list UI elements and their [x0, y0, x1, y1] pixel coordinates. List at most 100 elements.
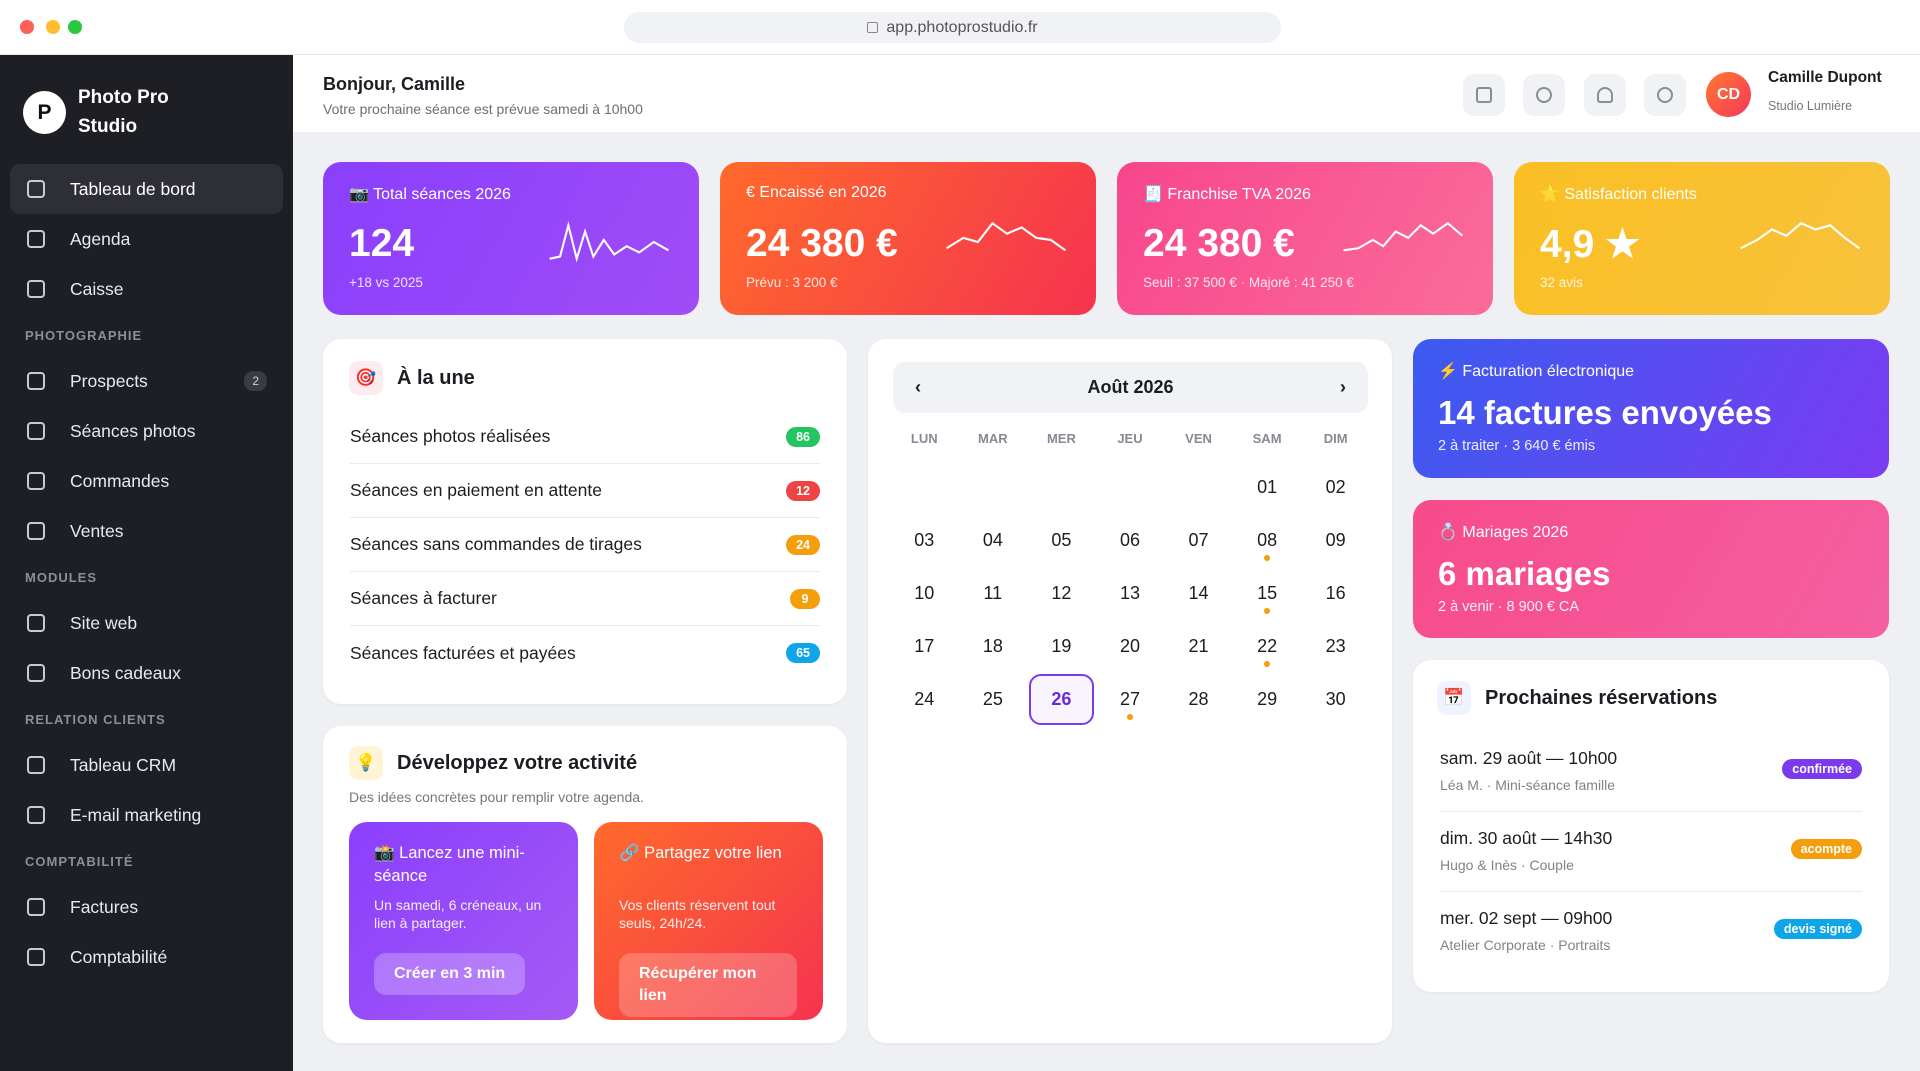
day-cell[interactable]: 25 — [959, 673, 1028, 726]
card-title: 🎯 À la une — [349, 361, 475, 395]
theme-button[interactable] — [1523, 74, 1565, 116]
booking[interactable]: mer. 02 sept — 09h00 Atelier Corporate · … — [1440, 892, 1862, 972]
day-cell[interactable]: 18 — [959, 620, 1028, 673]
nav-label: Tableau CRM — [70, 754, 177, 775]
day-cell[interactable]: 03 — [890, 514, 959, 567]
header: Bonjour, Camille Votre prochaine séance … — [293, 55, 1920, 132]
day-cell[interactable]: 15 — [1233, 567, 1302, 620]
idea-button[interactable]: Récupérer mon lien — [619, 953, 797, 1017]
camera-button[interactable] — [1463, 74, 1505, 116]
day-number: 17 — [914, 636, 935, 656]
booking[interactable]: dim. 30 août — 14h30 Hugo & Inès · Couple… — [1440, 812, 1862, 892]
nav-item[interactable]: Site web — [10, 598, 283, 648]
highlight-row[interactable]: Séances en paiement en attente 12 — [350, 464, 820, 518]
day-cell[interactable]: 29 — [1233, 673, 1302, 726]
kpi-card[interactable]: 🧾 Franchise TVA 2026 24 380 € Seuil : 37 5… — [1117, 162, 1493, 315]
url-bar[interactable]: app.photoprostudio.fr — [624, 12, 1281, 43]
day-cell[interactable]: 12 — [1027, 567, 1096, 620]
kpi-card[interactable]: ⭐ Satisfaction clients 4,9 ★ 32 avis — [1514, 162, 1890, 315]
day-number: 06 — [1119, 530, 1140, 550]
day-cell[interactable]: 24 — [890, 673, 959, 726]
day-cell[interactable]: 23 — [1301, 620, 1370, 673]
nav-item[interactable]: Factures — [10, 882, 283, 932]
maximize-dot[interactable] — [68, 20, 82, 34]
day-cell — [1096, 461, 1165, 514]
notifications-button[interactable] — [1584, 74, 1626, 116]
icon — [1476, 87, 1492, 103]
kpi-label: € Encaissé en 2026 — [746, 184, 887, 201]
booking-detail: Hugo & Inès · Couple — [1440, 857, 1574, 873]
day-number: 11 — [983, 583, 1003, 603]
invoicing-card[interactable]: ⚡ Facturation électronique 14 factures en… — [1413, 339, 1889, 478]
nav-item[interactable]: Séances photos — [10, 406, 283, 456]
day-number: 12 — [1051, 583, 1072, 603]
sidebar: P Photo Pro Studio Tableau de bord Agenda… — [0, 55, 293, 1071]
day-cell[interactable]: 10 — [890, 567, 959, 620]
greeting: Bonjour, Camille — [323, 74, 466, 94]
sparkline-path — [1740, 222, 1860, 250]
day-cell[interactable]: 09 — [1301, 514, 1370, 567]
nav-item[interactable]: Caisse — [10, 264, 283, 314]
prev-month[interactable]: ‹ — [915, 377, 921, 397]
day-number: 14 — [1188, 583, 1209, 603]
highlight-row[interactable]: Séances facturées et payées 65 — [350, 626, 820, 680]
nav-item[interactable]: Comptabilité — [10, 932, 283, 982]
logo[interactable]: P — [23, 91, 66, 134]
day-number: 30 — [1325, 689, 1346, 709]
day-cell[interactable]: 28 — [1164, 673, 1233, 726]
day-cell[interactable]: 02 — [1301, 461, 1370, 514]
nav-label: Prospects — [70, 370, 148, 391]
highlight-row[interactable]: Séances photos réalisées 86 — [350, 410, 820, 464]
sparkline-path — [549, 221, 669, 263]
day-cell[interactable]: 07 — [1164, 514, 1233, 567]
idea-button[interactable]: Créer en 3 min — [374, 953, 526, 995]
close-dot[interactable] — [20, 20, 34, 34]
promo-label: 💍 Mariages 2026 — [1438, 524, 1569, 541]
nav-item[interactable]: E-mail marketing — [10, 790, 283, 840]
day-cell[interactable]: 06 — [1096, 514, 1165, 567]
nav-item[interactable]: Ventes — [10, 506, 283, 556]
day-cell[interactable]: 30 — [1301, 673, 1370, 726]
kpi-card[interactable]: 📷 Total séances 2026 124 +18 vs 2025 — [323, 162, 699, 315]
day-cell[interactable]: 08 — [1233, 514, 1302, 567]
nav-item[interactable]: Commandes — [10, 456, 283, 506]
day-cell[interactable]: 22 — [1233, 620, 1302, 673]
nav-item[interactable]: Agenda — [10, 214, 283, 264]
booking-detail: Léa M. · Mini-séance famille — [1440, 777, 1616, 793]
weddings-card[interactable]: 💍 Mariages 2026 6 mariages 2 à venir · 8 9… — [1413, 500, 1889, 638]
day-number: 24 — [914, 689, 935, 709]
highlight-row[interactable]: Séances à facturer 9 — [350, 572, 820, 626]
day-cell[interactable]: 13 — [1096, 567, 1165, 620]
nav-item[interactable]: Tableau CRM — [10, 740, 283, 790]
day-cell[interactable]: 27 — [1096, 673, 1165, 726]
avatar[interactable]: CD — [1706, 72, 1751, 117]
day-cell[interactable]: 21 — [1164, 620, 1233, 673]
day-cell[interactable]: 05 — [1027, 514, 1096, 567]
sparkline — [1343, 221, 1464, 252]
day-cell[interactable]: 19 — [1027, 620, 1096, 673]
day-cell[interactable]: 04 — [959, 514, 1028, 567]
next-month[interactable]: › — [1340, 377, 1346, 397]
section-title: MODULES — [25, 569, 97, 585]
kpi-card[interactable]: € Encaissé en 2026 24 380 € Prévu : 3 200 … — [720, 162, 1096, 315]
promo-label: ⚡ Facturation électronique — [1438, 363, 1635, 380]
day-cell[interactable]: 20 — [1096, 620, 1165, 673]
minimize-dot[interactable] — [46, 20, 60, 34]
icon — [1657, 87, 1673, 103]
day-cell[interactable]: 01 — [1233, 461, 1302, 514]
day-cell[interactable]: 26 — [1027, 673, 1096, 726]
user-name: Camille Dupont — [1768, 69, 1882, 86]
highlight-row[interactable]: Séances sans commandes de tirages 24 — [350, 518, 820, 572]
booking[interactable]: sam. 29 août — 10h00 Léa M. · Mini-séance… — [1440, 732, 1862, 812]
weekday: JEU — [1117, 431, 1143, 446]
nav-item[interactable]: Bons cadeaux — [10, 648, 283, 698]
help-button[interactable] — [1644, 74, 1686, 116]
nav-label: Agenda — [70, 228, 131, 249]
day-cell[interactable]: 14 — [1164, 567, 1233, 620]
day-cell[interactable]: 17 — [890, 620, 959, 673]
nav-label: Site web — [70, 612, 138, 633]
nav-item[interactable]: Prospects 2 — [10, 356, 283, 406]
nav-item[interactable]: Tableau de bord — [10, 164, 283, 214]
day-cell[interactable]: 16 — [1301, 567, 1370, 620]
day-cell[interactable]: 11 — [959, 567, 1028, 620]
